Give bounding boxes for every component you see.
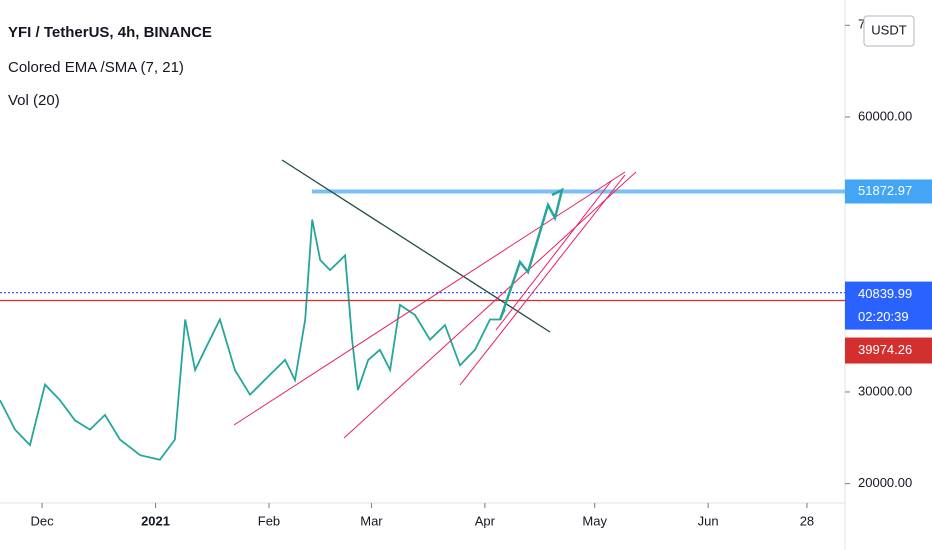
trend-line (343, 171, 637, 439)
price-badge (845, 281, 932, 330)
y-tick-label: 20000.00 (858, 475, 912, 490)
y-tick-label: 60000.00 (858, 108, 912, 123)
indicator-label: Vol (20) (8, 92, 60, 109)
countdown: 02:20:39 (858, 309, 909, 324)
x-tick-label: 28 (800, 513, 814, 528)
trend-line (459, 174, 626, 386)
projection-path (498, 187, 564, 321)
price-badge (845, 337, 932, 364)
currency-button[interactable] (863, 15, 915, 47)
x-tick-label: May (582, 513, 607, 528)
trend-line (495, 179, 613, 331)
indicator-label: Colored EMA /SMA (7, 21) (8, 59, 184, 76)
x-tick-label: Dec (31, 513, 55, 528)
price-badge-label: 39974.26 (858, 342, 912, 357)
x-tick-label: 2021 (141, 513, 170, 528)
trend-line (233, 171, 626, 426)
price-badge (845, 179, 932, 204)
y-tick-label: 30000.00 (858, 383, 912, 398)
price-line (0, 219, 506, 461)
plot-area (0, 189, 845, 461)
x-tick-label: Feb (258, 513, 280, 528)
x-tick-label: Apr (475, 513, 496, 528)
x-tick-label: Jun (698, 513, 719, 528)
currency-label[interactable]: USDT (871, 22, 906, 37)
price-badge-label: 40839.99 (858, 286, 912, 301)
chart-title: YFI / TetherUS, 4h, BINANCE (8, 24, 212, 41)
x-tick-label: Mar (360, 513, 383, 528)
price-badge-label: 51872.97 (858, 183, 912, 198)
